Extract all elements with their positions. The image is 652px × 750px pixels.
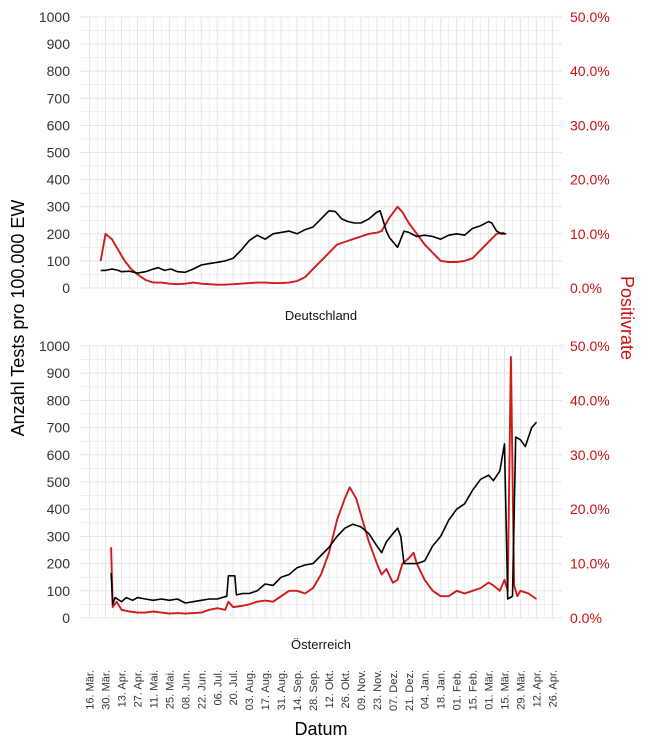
x-tick-label: 20. Jul.: [228, 670, 240, 705]
x-tick-label: 11. Mai.: [148, 670, 160, 708]
y-left-tick-label: 0: [62, 280, 70, 296]
x-tick-label: 27. Apr.: [133, 670, 145, 707]
x-tick-label: 26. Apr.: [547, 670, 559, 707]
y-left-tick-label: 900: [47, 365, 71, 381]
x-axis-ticks: 16. Mär. 30. Mär. 13. Apr. 27. Apr. 11. Mai.…: [85, 670, 560, 711]
series-line-tests: [100, 210, 507, 274]
x-tick-label: 17. Aug.: [260, 670, 272, 710]
x-tick-label: 28. Sep.: [308, 670, 320, 711]
y-axis-left-title: Anzahl Tests pro 100.000 EW: [8, 200, 28, 437]
series-line-positivrate: [110, 355, 538, 615]
y-right-tick-label: 0.0%: [570, 280, 602, 296]
y-left-tick-label: 500: [47, 474, 71, 490]
x-tick-label: 31. Aug.: [276, 670, 288, 710]
y-right-tick-label: 50.0%: [570, 9, 610, 25]
x-tick-label: 15. Mär.: [500, 670, 512, 710]
y-right-tick-label: 40.0%: [570, 392, 610, 408]
y-left-tick-label: 100: [47, 253, 71, 269]
y-left-tick-label: 200: [47, 226, 71, 242]
y-left-tick-label: 0: [62, 610, 70, 626]
x-tick-label: 08. Jun.: [180, 670, 192, 709]
y-right-tick-label: 30.0%: [570, 117, 610, 133]
y-axis-right-title: Positivrate: [617, 276, 637, 360]
y-left-tick-label: 800: [47, 392, 71, 408]
y-right-tick-label: 50.0%: [570, 338, 610, 354]
x-tick-label: 06. Jul.: [212, 670, 224, 705]
x-tick-label: 12. Apr.: [532, 670, 544, 707]
x-tick-label: 04. Jan.: [420, 670, 432, 709]
y-left-tick-label: 400: [47, 501, 71, 517]
y-left-tick-label: 500: [47, 145, 71, 161]
x-tick-label: 23. Nov.: [372, 670, 384, 710]
x-tick-label: 15. Feb.: [468, 670, 480, 710]
y-left-tick-label: 600: [47, 447, 71, 463]
x-tick-label: 03. Aug.: [244, 670, 256, 710]
panel-1: 0 100 200 300 400 500 600 700 800 900 1000 0.0% 10.0…: [39, 9, 610, 323]
y-left-tick-label: 100: [47, 583, 71, 599]
y-left-tick-label: 600: [47, 117, 71, 133]
panel-label: Deutschland: [285, 308, 357, 323]
x-axis-title: Datum: [294, 719, 347, 739]
y-left-tick-label: 800: [47, 63, 71, 79]
x-tick-label: 09. Nov.: [356, 670, 368, 710]
x-tick-label: 13. Apr.: [117, 670, 129, 707]
y-right-tick-label: 0.0%: [570, 610, 602, 626]
panel-label: Österreich: [291, 637, 351, 652]
y-right-tick-label: 20.0%: [570, 501, 610, 517]
chart-panels: 010020030040050060070080090010000.0%10.0…: [39, 9, 610, 652]
y-left-tick-label: 700: [47, 90, 71, 106]
y-right-tick-label: 20.0%: [570, 172, 610, 188]
y-left-tick-label: 1000: [39, 338, 70, 354]
x-tick-label: 29. Mär.: [516, 670, 528, 710]
y-right-tick-label: 30.0%: [570, 447, 610, 463]
x-tick-label: 01. Feb.: [452, 670, 464, 710]
x-tick-label: 18. Jan.: [436, 670, 448, 709]
x-tick-label: 25. Mai.: [164, 670, 176, 709]
y-left-tick-label: 300: [47, 199, 71, 215]
y-left-tick-label: 300: [47, 528, 71, 544]
y-left-tick-label: 400: [47, 172, 71, 188]
y-right-tick-label: 10.0%: [570, 556, 610, 572]
y-left-tick-label: 200: [47, 556, 71, 572]
panel-2: 0 100 200 300 400 500 600 700 800 900 1000 0.0% 10.0…: [39, 338, 610, 652]
x-tick-label: 26. Okt.: [340, 670, 352, 709]
y-right-tick-label: 10.0%: [570, 226, 610, 242]
x-tick-label: 21. Dez.: [404, 670, 416, 711]
x-tick-label: 07. Dez.: [388, 670, 400, 711]
y-left-tick-label: 1000: [39, 9, 70, 25]
x-tick-label: 12. Okt.: [324, 670, 336, 709]
series-line-positivrate: [99, 205, 505, 286]
x-tick-label: 16. Mär.: [85, 670, 97, 710]
y-right-tick-label: 40.0%: [570, 63, 610, 79]
x-tick-label: 22. Jun.: [196, 670, 208, 709]
x-tick-label: 30. Mär.: [101, 670, 113, 710]
x-tick-label: 01. Mär.: [484, 670, 496, 710]
series-line-tests: [110, 421, 538, 606]
x-tick-label: 14. Sep.: [292, 670, 304, 711]
y-left-tick-label: 700: [47, 420, 71, 436]
y-left-tick-label: 900: [47, 36, 71, 52]
